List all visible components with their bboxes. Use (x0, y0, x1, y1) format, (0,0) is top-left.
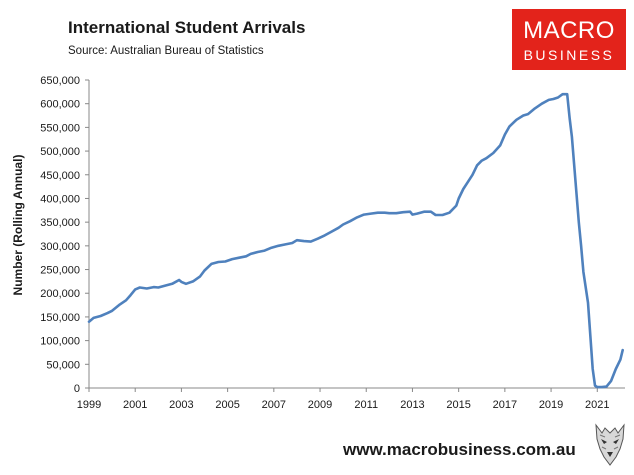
chart-axes: 0 50,000 100,000 150,000 200,000 250,000 300,0… (40, 75, 625, 411)
x-tick-label: 1999 (77, 399, 101, 411)
y-tick-label: 300,000 (40, 241, 80, 253)
y-tick-label: 200,000 (40, 288, 80, 300)
x-tick-label: 2013 (400, 399, 424, 411)
macrobusiness-logo: MACRO BUSINESS (512, 9, 626, 70)
series-line (87, 92, 625, 389)
x-tick-label: 2003 (169, 399, 193, 411)
y-tick-label: 650,000 (40, 75, 80, 87)
y-tick-label: 350,000 (40, 217, 80, 229)
chart-title: International Student Arrivals (68, 18, 306, 37)
y-tick-label: 450,000 (40, 170, 80, 182)
logo-line-2: BUSINESS (523, 47, 615, 63)
x-tick-label: 2005 (215, 399, 239, 411)
y-tick-label: 0 (74, 383, 80, 395)
x-tick-label: 2019 (539, 399, 563, 411)
y-tick-label: 500,000 (40, 146, 80, 158)
website-url[interactable]: www.macrobusiness.com.au (343, 440, 576, 459)
y-tick-label: 50,000 (46, 359, 80, 371)
logo-line-1: MACRO (523, 17, 615, 44)
x-tick-label: 2011 (354, 399, 378, 411)
y-axis-label: Number (Rolling Annual) (11, 155, 25, 296)
y-tick-label: 600,000 (40, 99, 80, 111)
x-tick-label: 2007 (262, 399, 286, 411)
y-tick-label: 150,000 (40, 312, 80, 324)
wolf-icon (595, 423, 625, 466)
x-tick-label: 2021 (585, 399, 609, 411)
y-tick-label: 250,000 (40, 265, 80, 277)
x-tick-label: 2009 (308, 399, 332, 411)
y-tick-label: 400,000 (40, 193, 80, 205)
chart-source: Source: Australian Bureau of Statistics (68, 45, 264, 57)
y-tick-label: 550,000 (40, 122, 80, 134)
x-tick-label: 2017 (493, 399, 517, 411)
y-tick-label: 100,000 (40, 336, 80, 348)
x-tick-label: 2001 (123, 399, 147, 411)
x-tick-label: 2015 (446, 399, 470, 411)
chart-marks (87, 92, 625, 389)
